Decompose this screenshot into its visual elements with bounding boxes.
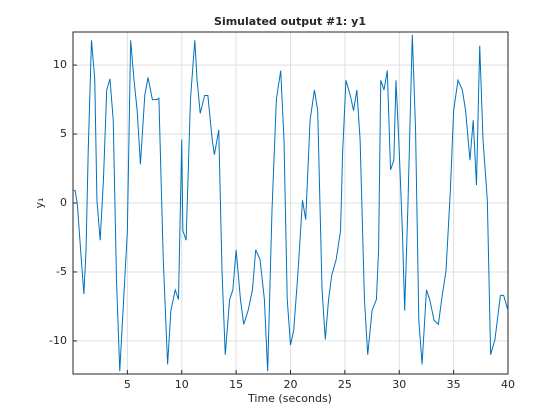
y-tick-label: -5 — [56, 265, 67, 278]
x-axis-label: Time (seconds) — [247, 392, 332, 405]
line-series — [73, 34, 509, 372]
x-tick-label: 20 — [284, 378, 298, 391]
y-tick-label: 10 — [53, 58, 67, 71]
y-tick-label: 0 — [60, 196, 67, 209]
y-axis-label: y₁ — [33, 198, 46, 209]
x-tick-label: 35 — [447, 378, 461, 391]
chart-title: Simulated output #1: y1 — [214, 15, 366, 28]
x-tick-label: 15 — [229, 378, 243, 391]
y-tick-label: 5 — [60, 127, 67, 140]
x-tick-label: 40 — [501, 378, 515, 391]
x-tick-label: 10 — [175, 378, 189, 391]
x-tick-label: 5 — [124, 378, 131, 391]
x-tick-label: 25 — [338, 378, 352, 391]
x-tick-label: 30 — [392, 378, 406, 391]
axes-box — [72, 31, 509, 375]
y-tick-label: -10 — [49, 334, 67, 347]
